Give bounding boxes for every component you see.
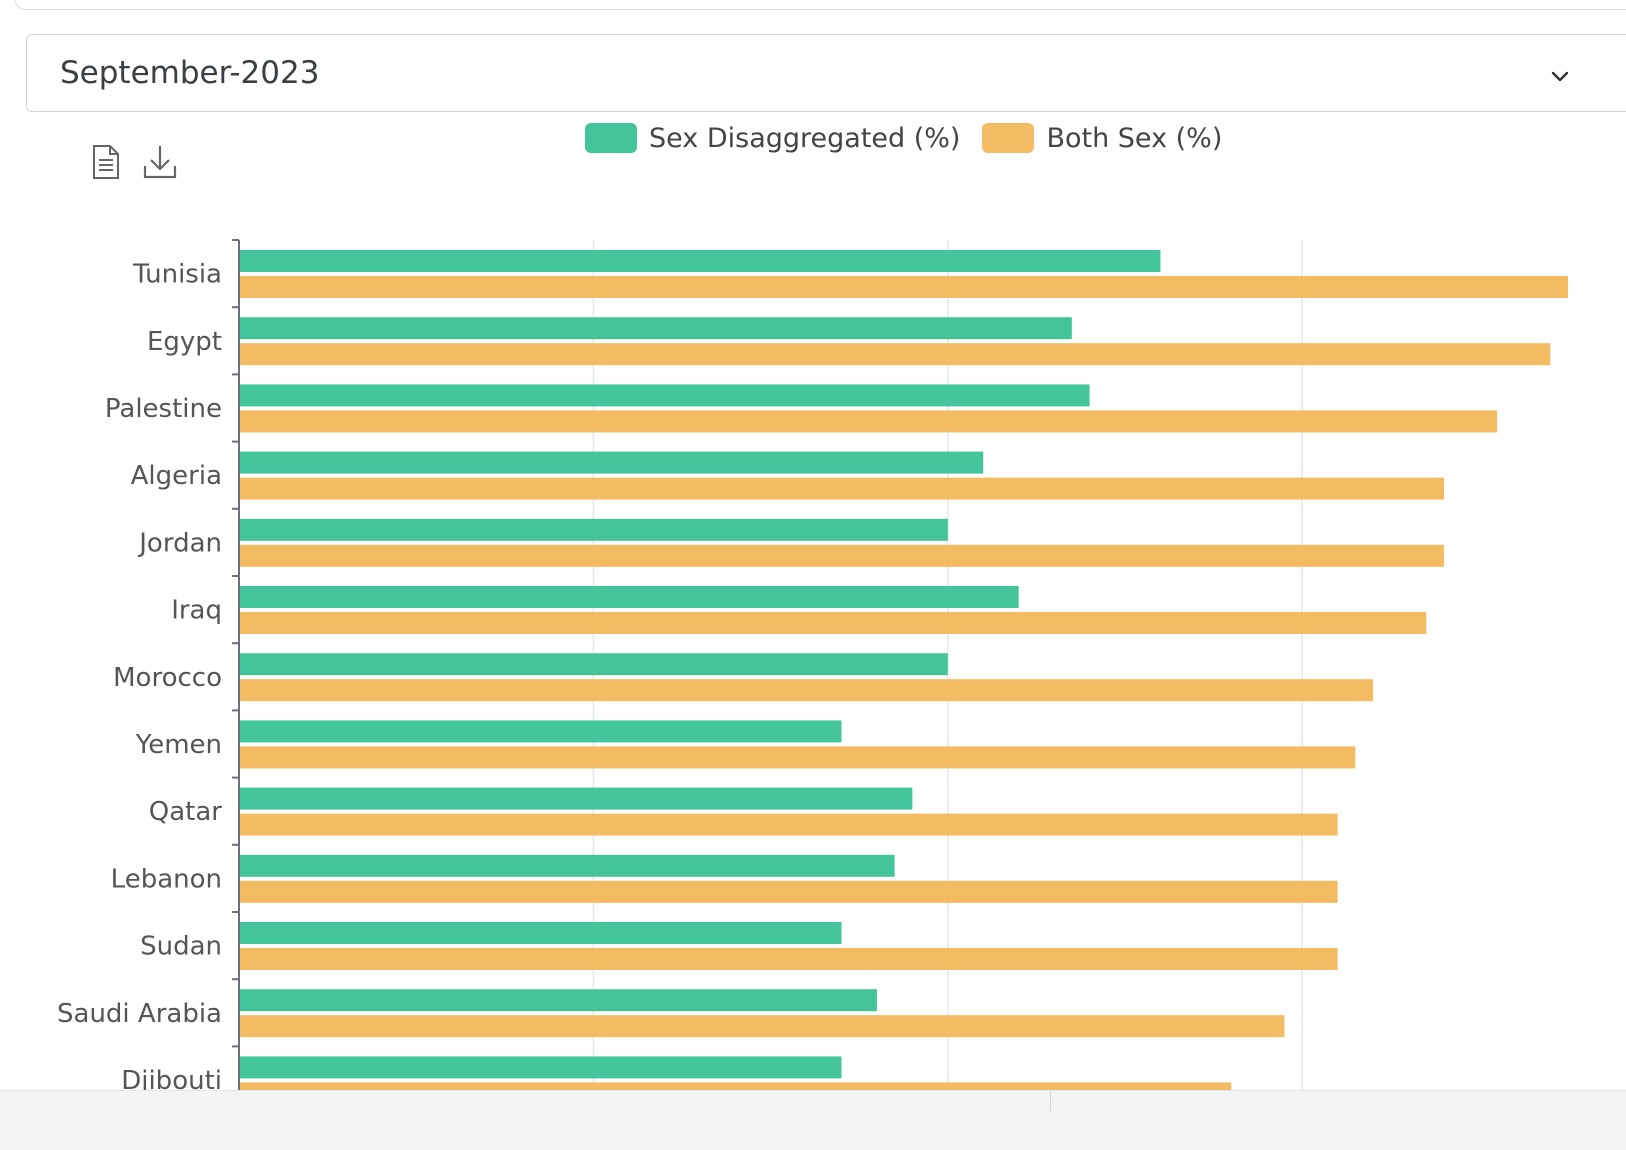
bar-both-sex — [240, 746, 1356, 769]
bar-sex-disaggregated — [240, 586, 1019, 608]
bar-sex-disaggregated — [240, 250, 1161, 272]
chart-legend: Sex Disaggregated (%) Both Sex (%) — [585, 118, 1244, 158]
download-icon[interactable] — [140, 142, 180, 182]
legend-label: Both Sex (%) — [1046, 122, 1223, 154]
divider — [1050, 1091, 1051, 1111]
category-label: Sudan — [140, 932, 222, 962]
document-icon[interactable] — [86, 142, 126, 182]
legend-item-sex-disaggregated[interactable]: Sex Disaggregated (%) — [585, 123, 960, 154]
bar-sex-disaggregated — [240, 854, 895, 877]
legend-swatch — [982, 123, 1035, 153]
bar-both-sex — [240, 1015, 1285, 1038]
category-label: Saudi Arabia — [57, 999, 222, 1029]
bar-both-sex — [240, 477, 1444, 500]
bar-both-sex — [240, 679, 1374, 702]
chevron-down-icon — [1551, 71, 1569, 82]
bar-both-sex — [240, 612, 1427, 634]
category-label: Lebanon — [111, 864, 222, 894]
category-label: Algeria — [131, 461, 222, 491]
bar-sex-disaggregated — [240, 922, 842, 944]
bar-sex-disaggregated — [240, 720, 842, 743]
legend-item-both-sex[interactable]: Both Sex (%) — [982, 123, 1222, 154]
category-label: Egypt — [147, 327, 222, 357]
legend-swatch — [585, 123, 637, 153]
bar-sex-disaggregated — [240, 451, 984, 474]
category-label: Morocco — [113, 663, 222, 693]
bottom-scroll-strip — [0, 1090, 1626, 1150]
bar-sex-disaggregated — [240, 787, 913, 810]
bar-both-sex — [240, 880, 1338, 903]
category-label: Tunisia — [132, 260, 222, 290]
bar-both-sex — [240, 410, 1498, 433]
period-select-value: September-2023 — [60, 55, 320, 91]
period-select[interactable]: September-2023 — [26, 34, 1626, 112]
bar-sex-disaggregated — [240, 518, 948, 541]
bar-both-sex — [240, 813, 1338, 836]
bar-sex-disaggregated — [240, 989, 877, 1012]
category-label: Qatar — [149, 797, 223, 827]
legend-label: Sex Disaggregated (%) — [649, 122, 961, 154]
chart-toolbar — [86, 142, 194, 182]
category-label: Yemen — [135, 730, 222, 760]
bar-sex-disaggregated — [240, 653, 948, 676]
bar-both-sex — [240, 544, 1444, 567]
bar-sex-disaggregated — [240, 384, 1090, 407]
bar-sex-disaggregated — [240, 1056, 842, 1079]
bar-both-sex — [240, 343, 1551, 366]
bar-both-sex — [240, 948, 1338, 970]
bar-sex-disaggregated — [240, 317, 1072, 340]
category-label: Iraq — [171, 596, 222, 626]
category-label: Palestine — [105, 394, 222, 424]
category-label: Jordan — [137, 528, 222, 558]
bar-both-sex — [240, 276, 1568, 298]
